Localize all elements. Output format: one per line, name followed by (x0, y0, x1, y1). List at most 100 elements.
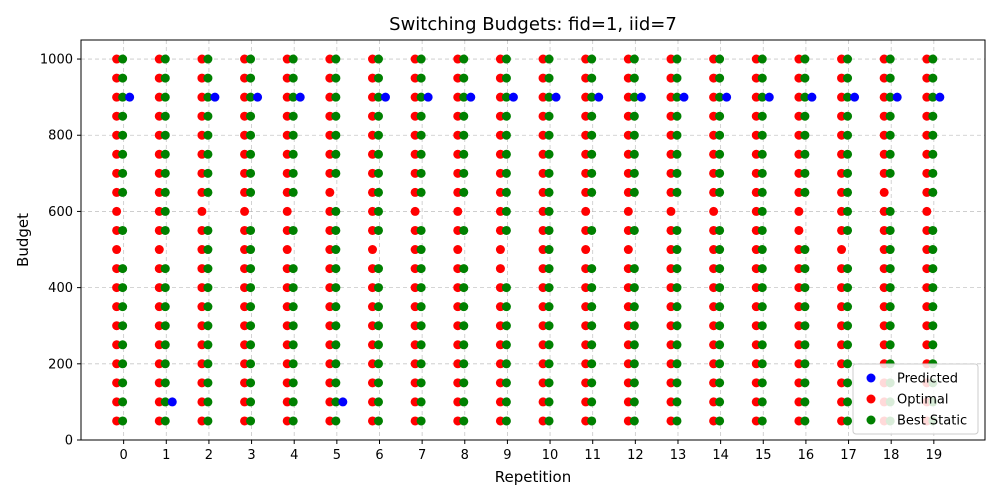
best-static-point (885, 225, 895, 235)
best-static-point (118, 340, 128, 350)
best-static-point (800, 92, 810, 102)
best-static-point (459, 340, 469, 350)
best-static-point (331, 206, 341, 216)
best-static-point (544, 264, 554, 274)
best-static-point (331, 54, 341, 64)
best-static-point (544, 283, 554, 293)
best-static-point (160, 111, 170, 121)
best-static-point (246, 264, 256, 274)
x-tick-label: 18 (883, 448, 900, 463)
optimal-point (197, 206, 207, 216)
best-static-point (629, 302, 639, 312)
best-static-point (843, 111, 853, 121)
best-static-point (629, 283, 639, 293)
best-static-point (885, 54, 895, 64)
best-static-point (501, 321, 511, 331)
best-static-point (843, 264, 853, 274)
best-static-point (587, 54, 597, 64)
optimal-point (325, 187, 335, 197)
best-static-point (587, 340, 597, 350)
best-static-point (544, 302, 554, 312)
best-static-point (800, 397, 810, 407)
best-static-point (373, 206, 383, 216)
best-static-point (928, 321, 938, 331)
x-tick-label: 1 (162, 448, 170, 463)
best-static-point (843, 340, 853, 350)
best-static-point (160, 168, 170, 178)
best-static-point (416, 73, 426, 83)
best-static-point (587, 187, 597, 197)
optimal-point (282, 245, 292, 255)
y-tick-label: 800 (48, 129, 73, 144)
best-static-point (288, 378, 298, 388)
legend-marker (866, 394, 876, 404)
best-static-point (757, 92, 767, 102)
best-static-point (587, 264, 597, 274)
best-static-point (288, 130, 298, 140)
best-static-point (587, 92, 597, 102)
optimal-point (837, 245, 847, 255)
best-static-point (416, 321, 426, 331)
best-static-point (416, 92, 426, 102)
best-static-point (715, 321, 725, 331)
best-static-point (246, 92, 256, 102)
best-static-point (203, 130, 213, 140)
best-static-point (160, 416, 170, 426)
best-static-point (672, 340, 682, 350)
best-static-point (160, 54, 170, 64)
best-static-point (885, 130, 895, 140)
x-tick-label: 9 (503, 448, 511, 463)
best-static-point (203, 378, 213, 388)
best-static-point (118, 73, 128, 83)
best-static-point (246, 54, 256, 64)
best-static-point (416, 54, 426, 64)
predicted-point (466, 92, 476, 102)
optimal-point (410, 206, 420, 216)
best-static-point (928, 283, 938, 293)
x-tick-label: 3 (247, 448, 255, 463)
best-static-point (672, 130, 682, 140)
best-static-point (118, 321, 128, 331)
best-static-point (672, 283, 682, 293)
best-static-point (757, 225, 767, 235)
best-static-point (672, 397, 682, 407)
ticks-layer: 0 1 2 3 4 5 6 7 8 9 10 11 12 13 14 15 16 17 18 190200400600… (40, 53, 942, 463)
best-static-point (587, 111, 597, 121)
best-static-point (203, 340, 213, 350)
best-static-point (629, 73, 639, 83)
best-static-point (203, 54, 213, 64)
best-static-point (928, 92, 938, 102)
best-static-point (459, 130, 469, 140)
best-static-point (757, 168, 767, 178)
best-static-point (288, 397, 298, 407)
best-static-point (629, 168, 639, 178)
best-static-point (160, 92, 170, 102)
best-static-point (501, 111, 511, 121)
x-tick-label: 10 (542, 448, 559, 463)
best-static-point (118, 149, 128, 159)
best-static-point (885, 264, 895, 274)
best-static-point (118, 92, 128, 102)
best-static-point (629, 397, 639, 407)
best-static-point (672, 264, 682, 274)
best-static-point (843, 302, 853, 312)
best-static-point (885, 340, 895, 350)
optimal-point (794, 225, 804, 235)
best-static-point (203, 359, 213, 369)
best-static-point (544, 149, 554, 159)
best-static-point (843, 92, 853, 102)
best-static-point (501, 168, 511, 178)
best-static-point (672, 245, 682, 255)
best-static-point (288, 302, 298, 312)
best-static-point (416, 149, 426, 159)
best-static-point (501, 340, 511, 350)
best-static-point (672, 378, 682, 388)
best-static-point (672, 187, 682, 197)
plot-frame (80, 39, 986, 441)
best-static-point (928, 168, 938, 178)
best-static-point (501, 92, 511, 102)
best-static-point (544, 245, 554, 255)
best-static-point (757, 54, 767, 64)
best-static-point (373, 283, 383, 293)
best-static-point (715, 149, 725, 159)
